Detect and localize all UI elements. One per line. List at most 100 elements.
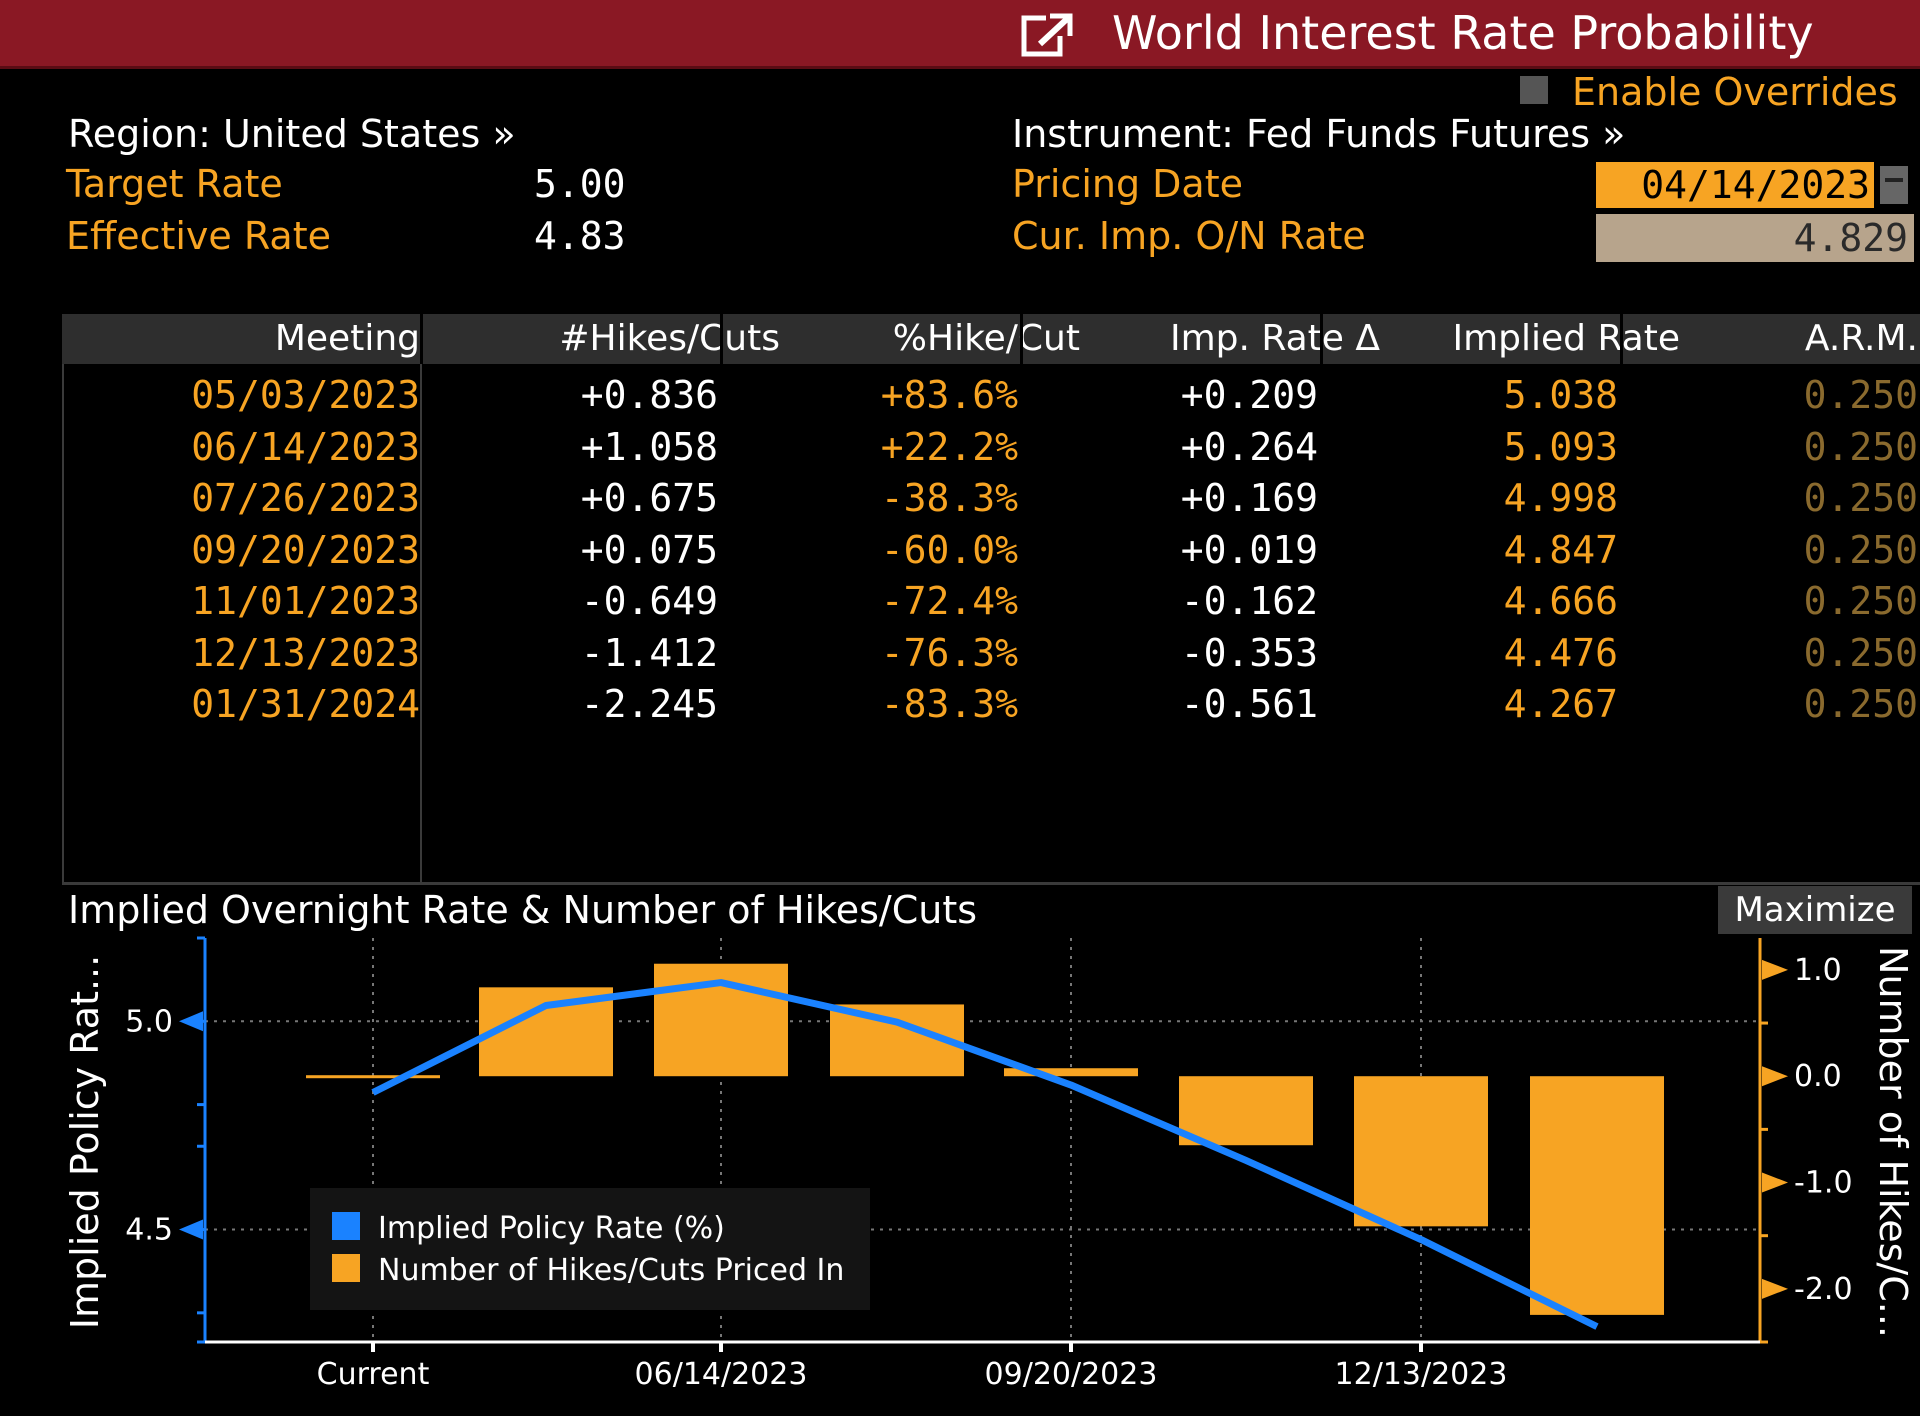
window-title: World Interest Rate Probability [1112,6,1814,60]
cell-arm: 0.250 [1803,373,1918,417]
right-tick-label: -2.0 [1794,1272,1853,1307]
cell-hikes-cuts: -2.245 [580,682,718,726]
hikes-bar [306,1075,440,1079]
cell-implied-rate: 4.847 [1503,527,1618,572]
cell-hikes-cuts: -0.649 [580,579,718,623]
cell-imp-rate-delta: -0.353 [1180,630,1318,675]
cell-arm: 0.250 [1803,579,1918,623]
instrument-selector[interactable]: Instrument: Fed Funds Futures » [1012,112,1626,156]
left-tick-label: 5.0 [125,1004,173,1039]
title-bar: World Interest Rate Probability [0,0,1920,69]
maximize-button[interactable]: Maximize [1718,886,1912,934]
cell-implied-rate: 4.476 [1503,630,1618,675]
cell-meeting: 12/13/2023 [191,630,420,675]
external-link-icon[interactable] [1020,12,1076,58]
cell-meeting: 05/03/2023 [191,373,420,417]
left-tick-marker [179,1219,203,1240]
cell-pct-hike-cut: -76.3% [880,630,1018,675]
cell-implied-rate: 4.267 [1503,682,1618,726]
left-tick-marker [179,1011,203,1032]
rate-chart: 5.0 4.5 1.0 0.0 -1.0 -2.0 Current 06/14/2023 09/… [63,936,1915,1390]
legend-box [310,1188,870,1310]
cell-pct-hike-cut: +83.6% [880,373,1018,417]
cell-meeting: 09/20/2023 [191,527,420,572]
table-row[interactable]: 06/14/2023 +1.058 +22.2% +0.264 5.093 0.250 [62,422,1920,472]
region-selector[interactable]: Region: United States » [68,112,516,156]
legend-swatch-hikes [332,1254,360,1282]
left-axis-title: Implied Policy Rat... [63,955,107,1329]
table-row[interactable]: 12/13/2023 -1.412 -76.3% -0.353 4.476 0.250 [62,628,1920,678]
cell-arm: 0.250 [1803,476,1918,520]
hikes-bar [1530,1076,1664,1315]
cell-pct-hike-cut: +22.2% [880,424,1018,469]
cell-arm: 0.250 [1803,630,1918,675]
col-imp-rate-delta[interactable]: Imp. Rate Δ [1169,318,1380,359]
cell-imp-rate-delta: +0.169 [1180,476,1318,520]
cell-meeting: 01/31/2024 [191,682,420,726]
x-tick-label: Current [317,1357,430,1390]
effective-rate-label: Effective Rate [66,214,331,258]
cell-hikes-cuts: +0.675 [580,476,718,520]
effective-rate-value: 4.83 [534,214,626,258]
right-tick-marker [1762,1172,1788,1193]
cell-arm: 0.250 [1803,682,1918,726]
legend-label-hikes: Number of Hikes/Cuts Priced In [378,1253,844,1288]
hikes-bar [1354,1076,1488,1227]
col-arm[interactable]: A.R.M. [1804,318,1918,359]
cell-implied-rate: 4.998 [1503,476,1618,520]
cell-meeting: 11/01/2023 [191,579,420,623]
cell-arm: 0.250 [1803,424,1918,469]
table-row[interactable]: 09/20/2023 +0.075 -60.0% +0.019 4.847 0.250 [62,525,1920,575]
ovn-rate-label: Cur. Imp. O/N Rate [1012,214,1366,258]
x-tick-label: 06/14/2023 [635,1357,808,1390]
cell-pct-hike-cut: -83.3% [880,682,1018,726]
cell-hikes-cuts: -1.412 [580,630,718,675]
cell-meeting: 07/26/2023 [191,476,420,520]
ovn-rate-field: 4.829 [1596,214,1914,262]
table-row[interactable]: 07/26/2023 +0.675 -38.3% +0.169 4.998 0.250 [62,473,1920,523]
right-tick-marker [1762,959,1788,980]
pricing-date-label: Pricing Date [1012,162,1243,206]
col-hikes-cuts[interactable]: #Hikes/Cuts [559,318,780,359]
right-tick-label: -1.0 [1794,1166,1853,1201]
chart-title: Implied Overnight Rate & Number of Hikes… [68,888,978,932]
table-header: Meeting #Hikes/Cuts %Hike/Cut Imp. Rate … [62,314,1920,364]
x-tick-label: 09/20/2023 [985,1357,1158,1390]
right-tick-marker [1762,1066,1788,1087]
table-row[interactable]: 05/03/2023 +0.836 +83.6% +0.209 5.038 0.250 [62,370,1920,420]
pricing-date-input[interactable]: 04/14/2023 [1596,162,1874,208]
col-implied-rate[interactable]: Implied Rate [1452,318,1680,359]
right-tick-label: 1.0 [1794,953,1842,988]
hikes-bar [1004,1068,1138,1077]
legend-swatch-rate [332,1212,360,1240]
x-tick-label: 12/13/2023 [1335,1357,1508,1390]
cell-imp-rate-delta: -0.162 [1180,579,1318,623]
table-row[interactable]: 01/31/2024 -2.245 -83.3% -0.561 4.267 0.250 [62,679,1920,729]
left-tick-label: 4.5 [125,1213,173,1248]
cell-imp-rate-delta: +0.209 [1180,373,1318,417]
cell-imp-rate-delta: +0.264 [1180,424,1318,469]
cell-pct-hike-cut: -72.4% [880,579,1018,623]
right-axis-title: Number of Hikes/C... [1871,946,1915,1338]
cell-hikes-cuts: +1.058 [580,424,718,469]
overrides-label: Enable Overrides [1572,70,1898,114]
hikes-bar [1179,1076,1313,1146]
right-tick-marker [1762,1278,1788,1299]
right-tick-label: 0.0 [1794,1059,1842,1094]
cell-hikes-cuts: +0.836 [580,373,718,417]
calendar-icon[interactable] [1880,166,1908,204]
col-meeting[interactable]: Meeting [274,318,420,359]
cell-implied-rate: 4.666 [1503,579,1618,623]
cell-implied-rate: 5.093 [1503,424,1618,469]
cell-imp-rate-delta: -0.561 [1180,682,1318,726]
overrides-checkbox[interactable] [1520,76,1548,104]
cell-hikes-cuts: +0.075 [580,527,718,572]
target-rate-value: 5.00 [534,162,626,206]
cell-imp-rate-delta: +0.019 [1180,527,1318,572]
cell-meeting: 06/14/2023 [191,424,420,469]
col-pct-hike-cut[interactable]: %Hike/Cut [892,318,1080,359]
legend-label-rate: Implied Policy Rate (%) [378,1211,725,1246]
table-row[interactable]: 11/01/2023 -0.649 -72.4% -0.162 4.666 0.250 [62,576,1920,626]
cell-implied-rate: 5.038 [1503,373,1618,417]
meetings-table: Meeting #Hikes/Cuts %Hike/Cut Imp. Rate … [62,314,1920,885]
